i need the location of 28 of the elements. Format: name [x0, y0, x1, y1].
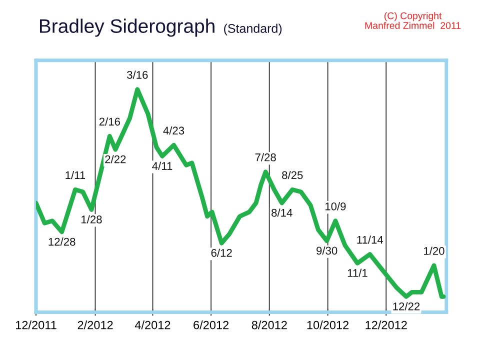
annotation: 4/11	[152, 162, 172, 170]
x-tick-label: 10/2012	[307, 320, 349, 330]
x-tick-label: 4/2012	[134, 320, 170, 330]
x-tick-label: 8/2012	[252, 320, 287, 330]
chart-title: Bradley Siderograph	[40, 18, 214, 37]
annotation: 4/23	[163, 126, 184, 135]
annotation: 6/12	[211, 248, 232, 257]
annotation: 3/16	[127, 70, 148, 79]
annotation: 11/1	[348, 268, 368, 277]
annotation: 12/28	[48, 238, 76, 246]
annotation: 8/25	[282, 170, 303, 180]
annotation: 8/14	[272, 208, 292, 217]
annotation: 9/30	[316, 246, 338, 255]
annotation: 11/14	[357, 236, 384, 244]
text: (C) Copyright Manfred Zimmel 2011	[365, 12, 461, 29]
annotation: 2/16	[99, 117, 120, 126]
x-tick-label: 2/2012	[78, 320, 113, 330]
annotation: 7/28	[255, 153, 276, 162]
chart-subtitle: (Standard)	[224, 24, 282, 36]
annotation: 2/22	[105, 155, 126, 164]
annotation: 1/11	[66, 170, 86, 180]
annotation: 1/28	[82, 215, 102, 224]
x-tick-label: 6/2012	[194, 320, 229, 330]
x-tick-label: 12/2012	[366, 320, 407, 330]
x-tick-label: 12/2011	[16, 320, 56, 330]
annotation: 12/22	[393, 302, 420, 310]
annotation: 1/20	[424, 246, 444, 255]
annotation: 10/9	[325, 202, 346, 210]
